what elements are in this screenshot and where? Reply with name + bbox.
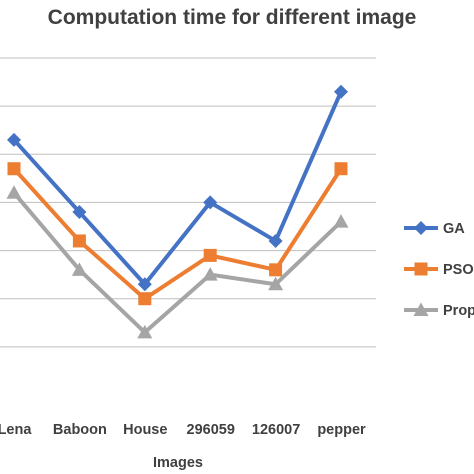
data-point-pso <box>7 162 21 176</box>
x-tick-label: House <box>123 422 167 438</box>
data-point-proposed <box>71 262 87 276</box>
legend-label-proposed: Prop <box>443 303 474 319</box>
x-tick-label: Lena <box>0 422 32 438</box>
x-tick-label: pepper <box>317 422 366 438</box>
legend-marker-ga <box>414 221 428 235</box>
x-tick-label: 126007 <box>252 422 300 438</box>
data-point-ga <box>268 233 283 248</box>
legend-item-pso: PSO <box>404 262 474 278</box>
data-point-ga <box>137 277 152 292</box>
data-point-pso <box>334 162 348 176</box>
x-tick-label: Baboon <box>53 422 107 438</box>
data-point-ga <box>203 195 218 210</box>
x-tick-label: 296059 <box>187 422 235 438</box>
legend-marker-pso <box>414 262 428 276</box>
series-line-ga <box>12 89 343 287</box>
chart-title: Computation time for different image <box>48 6 417 29</box>
series-line-pso <box>12 166 343 301</box>
data-point-proposed <box>268 276 284 291</box>
legend-item-proposed: Prop <box>404 302 474 319</box>
legend-marker-proposed <box>413 302 429 316</box>
legend: GA PSO Prop <box>404 221 474 319</box>
legend-item-ga: GA <box>404 221 465 237</box>
series-line-proposed <box>12 190 343 335</box>
data-point-proposed <box>6 185 22 199</box>
data-point-ga <box>334 84 348 99</box>
data-point-pso <box>72 234 86 248</box>
data-point-pso <box>269 263 283 277</box>
x-axis-label: Images <box>153 455 203 471</box>
x-tick-labels: Lena Baboon House 296059 126007 pepper <box>0 422 366 438</box>
data-point-proposed <box>202 267 218 281</box>
data-point-ga <box>7 132 21 147</box>
data-point-ga <box>72 205 87 220</box>
data-point-proposed <box>137 324 153 339</box>
series-markers <box>6 84 349 339</box>
data-point-pso <box>138 292 152 306</box>
series-lines <box>12 89 343 335</box>
data-point-proposed <box>333 214 349 228</box>
data-point-pso <box>203 248 217 262</box>
legend-label-ga: GA <box>443 221 465 237</box>
legend-label-pso: PSO <box>443 262 474 278</box>
